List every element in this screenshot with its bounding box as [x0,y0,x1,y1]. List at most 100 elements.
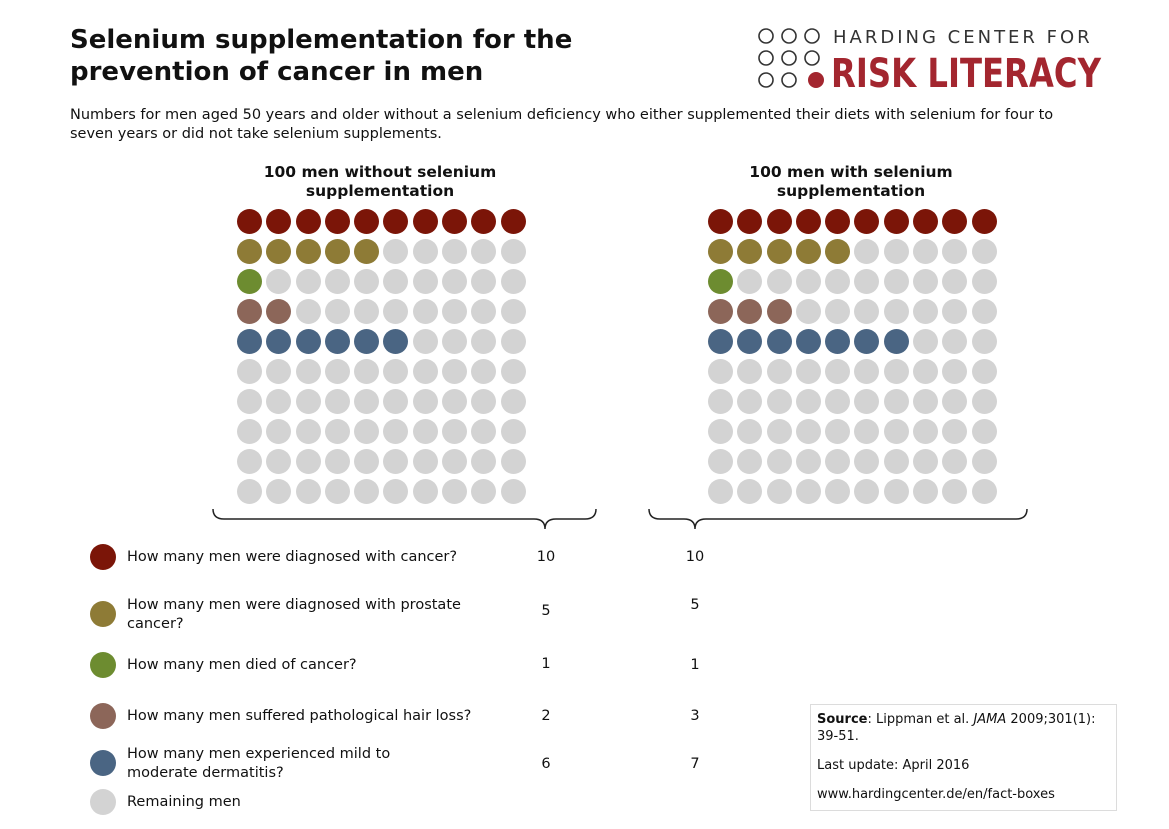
legend-prostate-icon [90,601,116,627]
remaining-man-dot [266,479,292,504]
remaining-man-dot [971,449,997,474]
remaining-man-dot [795,389,821,414]
remaining-man-dot [825,419,851,444]
remaining-man-dot [854,449,880,474]
legend-row-hair-loss: How many men suffered pathological hair … [90,703,790,743]
dermatitis-dot [354,329,380,354]
remaining-man-dot [324,449,350,474]
legend-hair-loss-icon [90,703,116,729]
remaining-man-dot [942,449,968,474]
remaining-man-dot [971,419,997,444]
remaining-man-dot [825,449,851,474]
dermatitis-dot [825,329,851,354]
remaining-man-dot [442,299,468,324]
source-box: Source: Lippman et al. JAMA 2009;301(1):… [810,704,1117,811]
remaining-man-dot [471,239,497,264]
remaining-man-dot [324,299,350,324]
remaining-man-dot [354,389,380,414]
dermatitis-dot [737,329,763,354]
remaining-man-dot [971,239,997,264]
cancer-dot [708,209,733,234]
remaining-man-dot [354,419,380,444]
remaining-man-dot [354,359,380,384]
prostate-cancer-dot [766,239,792,264]
remaining-man-dot [795,479,821,504]
dermatitis-dot [795,329,821,354]
remaining-man-dot [766,359,792,384]
cancer-dot [766,209,792,234]
remaining-man-dot [412,389,438,414]
remaining-man-dot [500,239,526,264]
remaining-man-dot [708,449,733,474]
legend-question: Remaining men [127,794,241,810]
remaining-man-dot [237,479,262,504]
legend-row-dermatitis: How many men experienced mild to moderat… [90,746,790,790]
hair-loss-dot [237,299,262,324]
remaining-man-dot [471,389,497,414]
remaining-man-dot [795,359,821,384]
dermatitis-dot [383,329,409,354]
remaining-man-dot [795,419,821,444]
legend-remaining-icon [90,789,116,815]
remaining-man-dot [471,359,497,384]
remaining-man-dot [383,449,409,474]
subtitle: Numbers for men aged 50 years and older … [70,107,1054,142]
remaining-man-dot [500,449,526,474]
remaining-man-dot [295,419,321,444]
remaining-man-dot [471,479,497,504]
remaining-man-dot [942,389,968,414]
remaining-man-dot [913,419,939,444]
died-of-cancer-dot [237,269,262,294]
remaining-man-dot [295,449,321,474]
icon-array-with [708,209,1001,509]
remaining-man-dot [913,479,939,504]
remaining-man-dot [442,479,468,504]
dermatitis-dot [854,329,880,354]
dermatitis-dot [324,329,350,354]
remaining-man-dot [383,359,409,384]
logo-line1: HARDING CENTER FOR [833,27,1093,48]
remaining-man-dot [971,359,997,384]
legend-dermatitis-icon [90,750,116,776]
dermatitis-dot [295,329,321,354]
remaining-man-dot [708,479,733,504]
remaining-man-dot [883,389,909,414]
remaining-man-dot [500,329,526,354]
cancer-dot [471,209,497,234]
remaining-man-dot [500,269,526,294]
remaining-man-dot [854,299,880,324]
remaining-man-dot [354,479,380,504]
cancer-dot [412,209,438,234]
source-url[interactable]: www.hardingcenter.de/en/fact-boxes [817,787,1055,802]
remaining-man-dot [500,419,526,444]
source-citation-detail: 2009;301(1): 39-51. [817,712,1096,744]
remaining-man-dot [737,449,763,474]
remaining-man-dot [737,359,763,384]
dermatitis-dot [883,329,909,354]
value-prostate-without: 5 [541,603,551,619]
remaining-man-dot [442,329,468,354]
remaining-man-dot [295,389,321,414]
cancer-dot [971,209,997,234]
remaining-man-dot [883,269,909,294]
remaining-man-dot [500,479,526,504]
remaining-man-dot [442,389,468,414]
value-hair-loss-with: 3 [690,708,700,724]
remaining-man-dot [942,239,968,264]
remaining-man-dot [500,359,526,384]
icon-array-without [237,209,530,509]
remaining-man-dot [471,419,497,444]
cancer-dot [825,209,851,234]
remaining-man-dot [825,299,851,324]
remaining-man-dot [883,419,909,444]
value-prostate-with: 5 [690,597,700,613]
remaining-man-dot [383,389,409,414]
remaining-man-dot [913,389,939,414]
prostate-cancer-dot [354,239,380,264]
remaining-man-dot [324,389,350,414]
cancer-dot [500,209,526,234]
remaining-man-dot [795,449,821,474]
remaining-man-dot [324,479,350,504]
cancer-dot [737,209,763,234]
remaining-man-dot [237,359,262,384]
